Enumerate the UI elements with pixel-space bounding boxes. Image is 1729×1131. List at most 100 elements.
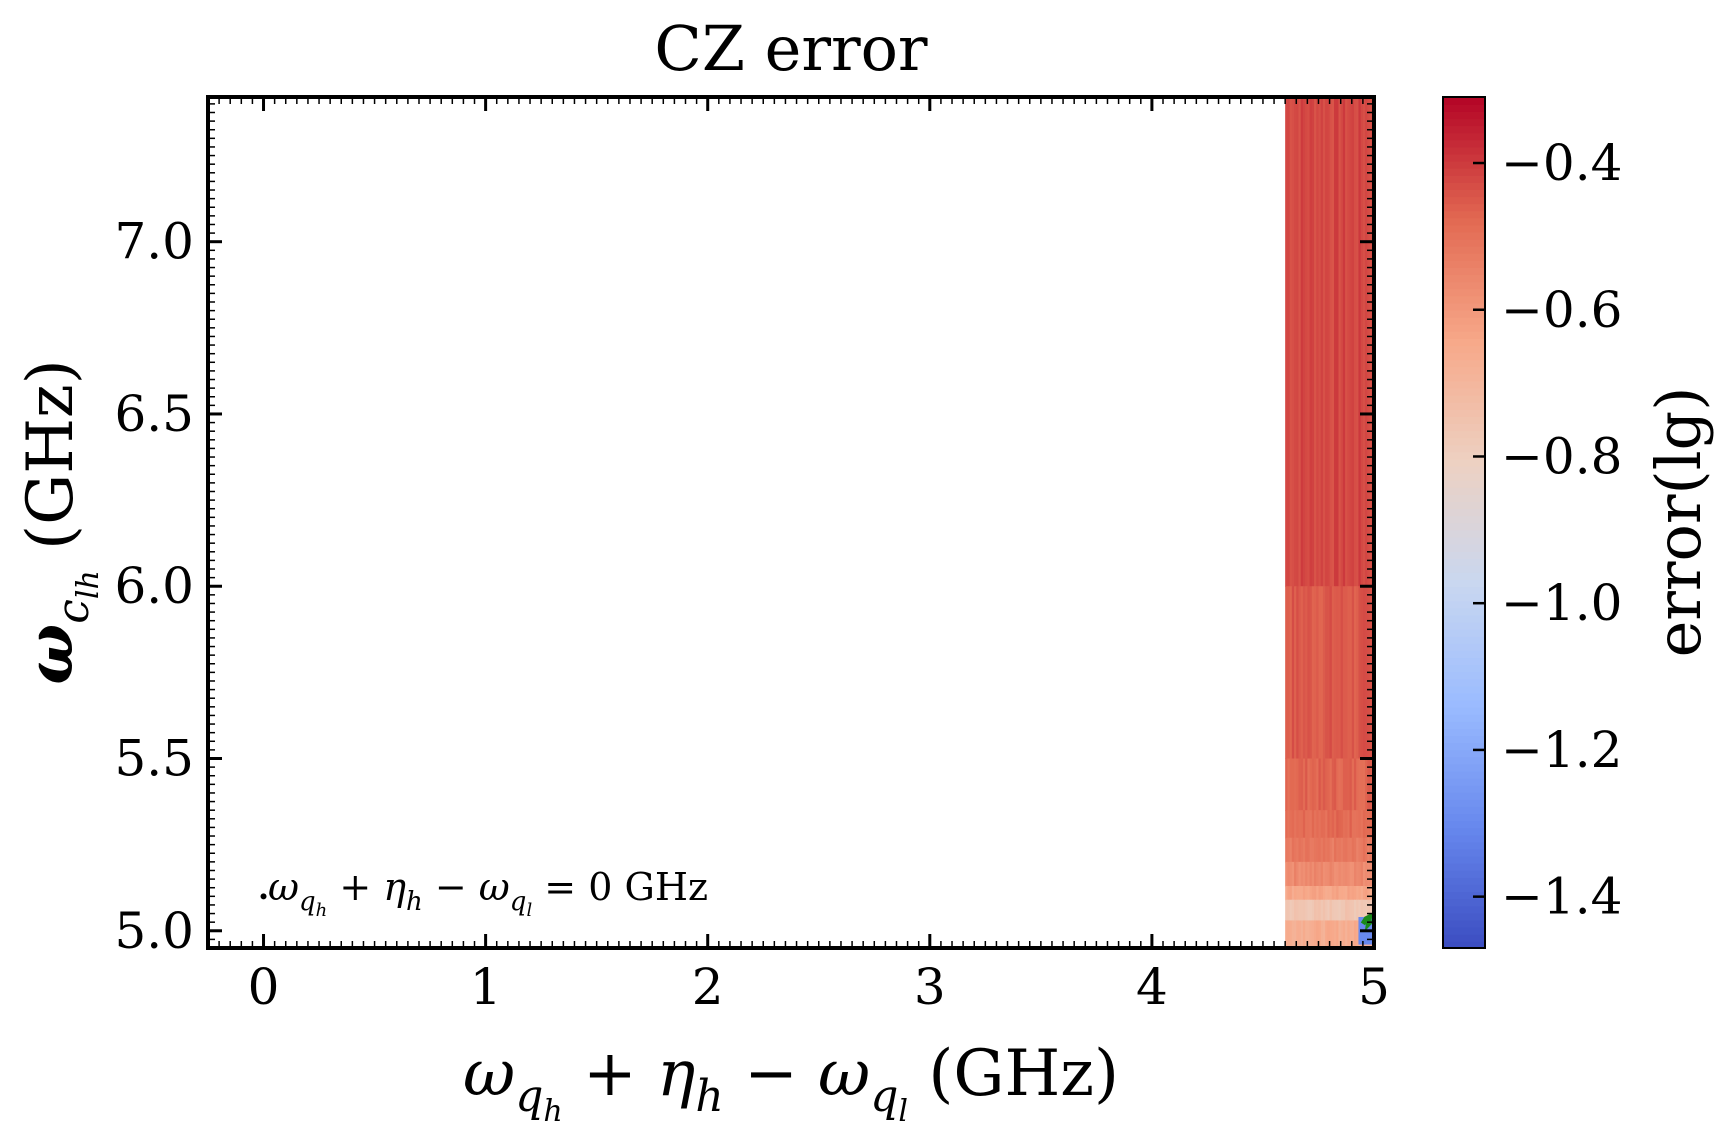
colorbar-segment: [1443, 862, 1485, 871]
heatmap-cell: [1289, 837, 1293, 863]
heatmap-cell: [1358, 899, 1362, 922]
heatmap-cell: [1336, 885, 1340, 901]
heatmap-cell: [1362, 586, 1366, 760]
heatmap-cell: [1349, 920, 1353, 948]
colorbar-segment: [1443, 401, 1485, 410]
heatmap-cell: [1320, 586, 1324, 760]
heatmap-cell: [1365, 758, 1368, 811]
heatmap-cell: [1322, 899, 1326, 922]
colorbar-segment: [1443, 869, 1485, 878]
colorbar-segment: [1443, 728, 1485, 737]
heatmap-cell: [1354, 810, 1357, 839]
heatmap-cell: [1309, 810, 1313, 839]
heatmap-cell: [1316, 861, 1320, 887]
heatmap-cell: [1351, 586, 1355, 760]
heatmap-cell: [1285, 586, 1288, 760]
heatmap-cell: [1362, 837, 1366, 863]
heatmap-cell: [1314, 899, 1317, 922]
heatmap-cell: [1338, 810, 1342, 839]
colorbar-segment: [1443, 423, 1485, 432]
colorbar-segment: [1443, 451, 1485, 460]
heatmap-cell: [1367, 97, 1371, 587]
heatmap-cell: [1334, 758, 1337, 811]
heatmap-cell: [1367, 810, 1371, 839]
heatmap-cell: [1311, 837, 1315, 863]
heatmap-cell: [1322, 810, 1326, 839]
colorbar-segment: [1443, 182, 1485, 190]
heatmap-cell: [1336, 810, 1340, 839]
heatmap-cell: [1289, 861, 1293, 887]
colorbar-segment: [1443, 898, 1485, 907]
heatmap-cell: [1356, 810, 1360, 839]
heatmap-cell: [1340, 920, 1344, 948]
heatmap-cell: [1307, 837, 1311, 863]
heatmap-cell: [1351, 810, 1355, 839]
heatmap-cell: [1329, 837, 1333, 863]
chart-title: CZ error: [654, 12, 928, 85]
heatmap-cell: [1305, 861, 1308, 887]
heatmap-cell: [1369, 97, 1373, 587]
heatmap-cell: [1331, 861, 1335, 887]
heatmap-cell: [1291, 758, 1295, 811]
x-tick-label: 3: [914, 958, 946, 1016]
heatmap-cell: [1309, 861, 1313, 887]
heatmap-cell: [1305, 758, 1308, 811]
colorbar-segment: [1443, 487, 1485, 495]
heatmap-cell: [1345, 899, 1348, 922]
colorbar-segment: [1443, 706, 1485, 715]
heatmap-cell: [1342, 920, 1346, 948]
heatmap-cell: [1314, 861, 1317, 887]
heatmap-cell: [1285, 920, 1288, 948]
heatmap-cell: [1329, 885, 1333, 901]
heatmap-cell: [1302, 885, 1306, 901]
heatmap-cell: [1296, 920, 1300, 948]
heatmap-cell: [1287, 899, 1291, 922]
heatmap-cell: [1342, 861, 1346, 887]
colorbar-segment: [1443, 380, 1485, 389]
heatmap-cell: [1340, 899, 1344, 922]
heatmap-cell: [1367, 861, 1371, 887]
heatmap-cell: [1305, 97, 1308, 587]
heatmap-cell: [1367, 837, 1371, 863]
heatmap-cell: [1349, 899, 1353, 922]
colorbar-segment: [1443, 806, 1485, 815]
heatmap-cell: [1345, 586, 1348, 760]
colorbar-segment: [1443, 621, 1485, 630]
heatmap-cell: [1300, 837, 1304, 863]
colorbar-segment: [1443, 848, 1485, 857]
heatmap-cell: [1329, 586, 1333, 760]
origin-marker: [260, 893, 267, 900]
heatmap-cell: [1365, 97, 1368, 587]
heatmap-cell: [1360, 899, 1364, 922]
colorbar-segment: [1443, 274, 1485, 283]
heatmap-cell: [1365, 837, 1368, 863]
heatmap-cell: [1356, 861, 1360, 887]
heatmap-cell: [1342, 899, 1346, 922]
colorbar-segment: [1443, 238, 1485, 247]
heatmap-cell: [1347, 810, 1351, 839]
heatmap-cell: [1347, 97, 1351, 587]
heatmap-cell: [1300, 810, 1304, 839]
y-tick-label: 5.0: [114, 902, 194, 960]
heatmap-cell: [1291, 920, 1295, 948]
heatmap-cell: [1367, 899, 1371, 922]
heatmap-cell: [1369, 899, 1373, 922]
heatmap-cell: [1325, 885, 1328, 901]
heatmap-cell: [1309, 758, 1313, 811]
heatmap-cell: [1327, 586, 1331, 760]
colorbar-segment: [1443, 536, 1485, 545]
heatmap-cell: [1305, 810, 1308, 839]
heatmap-cell: [1347, 758, 1351, 811]
heatmap-cell: [1349, 758, 1353, 811]
heatmap-cell: [1325, 586, 1328, 760]
heatmap-cell: [1287, 837, 1291, 863]
heatmap-cell: [1345, 885, 1348, 901]
heatmap-cell: [1320, 861, 1324, 887]
colorbar-segment: [1443, 167, 1485, 176]
colorbar-segment: [1443, 522, 1485, 531]
heatmap-cell: [1329, 899, 1333, 922]
heatmap-cell: [1314, 97, 1317, 587]
heatmap-cell: [1314, 810, 1317, 839]
heatmap-cell: [1362, 758, 1366, 811]
